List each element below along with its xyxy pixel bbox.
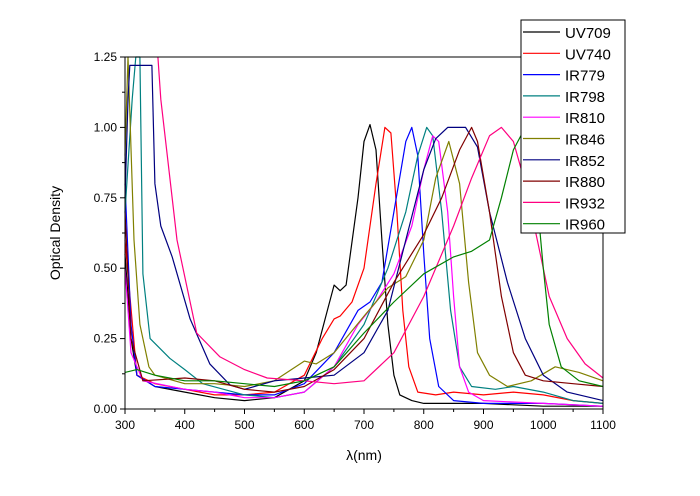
legend-label: IR932 bbox=[565, 195, 605, 212]
y-tick-label: 0.75 bbox=[94, 191, 118, 205]
series-line-ir960 bbox=[124, 126, 604, 388]
x-tick-label: 900 bbox=[473, 418, 493, 432]
legend-label: IR798 bbox=[565, 89, 605, 106]
legend-label: IR779 bbox=[565, 68, 605, 85]
series-line-ir846 bbox=[124, 56, 604, 388]
x-axis-label: λ(nm) bbox=[346, 447, 382, 463]
series-curves bbox=[124, 56, 604, 407]
legend-label: IR852 bbox=[565, 153, 605, 170]
legend-box bbox=[520, 19, 626, 234]
y-tick-label: 0.25 bbox=[94, 332, 118, 346]
legend-label: IR810 bbox=[565, 110, 605, 127]
y-tick-label: 0.50 bbox=[94, 261, 118, 275]
x-tick-label: 500 bbox=[234, 418, 254, 432]
series-line-uv709 bbox=[124, 123, 603, 407]
y-tick-label: 0.00 bbox=[94, 402, 118, 416]
series-line-ir932 bbox=[157, 56, 604, 385]
legend-label: IR960 bbox=[565, 217, 605, 234]
y-tick-label: 1.25 bbox=[94, 50, 118, 64]
x-tick-label: 1100 bbox=[590, 418, 616, 432]
legend-label: UV740 bbox=[565, 46, 611, 63]
series-line-uv740 bbox=[124, 126, 604, 404]
axes: 300 400 500 600 700 800 900 1000 1100 0.00 0.25 0.5… bbox=[94, 50, 617, 432]
series-line-ir880 bbox=[124, 126, 604, 393]
y-tick-label: 1.00 bbox=[94, 120, 118, 134]
series-line-ir810 bbox=[124, 135, 604, 407]
series-line-ir798 bbox=[124, 56, 604, 404]
x-tick-label: 300 bbox=[115, 418, 135, 432]
legend-label: IR846 bbox=[565, 132, 605, 149]
legend-label: IR880 bbox=[565, 174, 605, 191]
x-tick-label: 1000 bbox=[530, 418, 557, 432]
x-tick-label: 800 bbox=[414, 418, 434, 432]
legend: UV709 UV740 IR779 IR798 IR810 IR846 IR852 IR880… bbox=[520, 19, 626, 234]
x-tick-label: 600 bbox=[294, 418, 314, 432]
x-tick-label: 700 bbox=[354, 418, 374, 432]
series-line-ir852 bbox=[124, 64, 604, 402]
y-axis-label: Optical Density bbox=[47, 186, 63, 280]
legend-label: UV709 bbox=[565, 25, 611, 42]
x-tick-label: 400 bbox=[175, 418, 195, 432]
